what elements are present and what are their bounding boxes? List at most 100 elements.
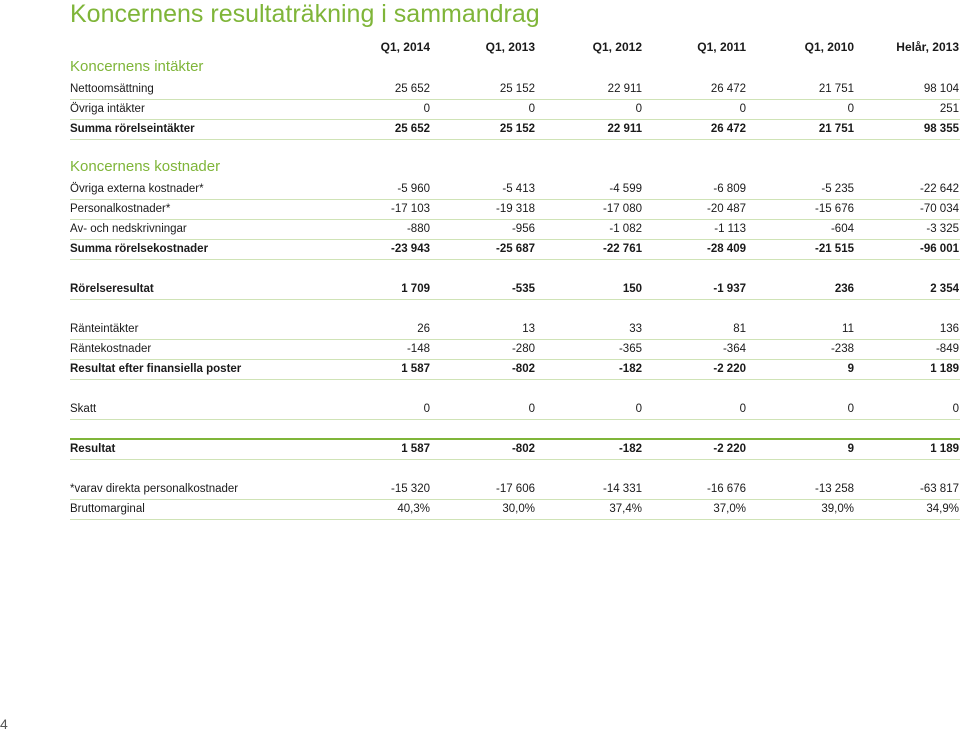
row-label: Summa rörelseintäkter <box>70 123 195 135</box>
table-cell: -880 <box>406 223 430 235</box>
table-cell: -22 761 <box>602 243 642 255</box>
table-cell: 1 709 <box>401 283 430 295</box>
table-cell: 0 <box>528 103 535 115</box>
table-cell: -13 258 <box>814 483 854 495</box>
table-cell: 251 <box>939 103 959 115</box>
column-header-cell: Q1, 2011 <box>697 40 746 54</box>
table-cell: -280 <box>511 343 535 355</box>
row-label: Rörelseresultat <box>70 283 154 295</box>
table-cell: 26 472 <box>710 83 746 95</box>
table-cell: 37,0% <box>713 503 746 515</box>
table-cell: 98 104 <box>923 83 959 95</box>
table-cell: -2 220 <box>713 363 746 375</box>
table-cell: 34,9% <box>926 503 959 515</box>
section-title-costs: Koncernens kostnader <box>70 158 221 175</box>
row-label: Ränteintäkter <box>70 323 139 335</box>
table-cell: 1 587 <box>401 443 430 455</box>
table-cell: 39,0% <box>821 503 854 515</box>
column-header-cell: Q1, 2012 <box>592 40 642 54</box>
table-row: Övriga intäkter 0 0 0 0 0 251 <box>70 100 960 120</box>
table-row: Bruttomarginal 40,3% 30,0% 37,4% 37,0% 3… <box>70 500 960 520</box>
table-cell: -5 235 <box>821 183 854 195</box>
table-cell: 136 <box>939 323 959 335</box>
table-cell: 13 <box>522 323 535 335</box>
table-cell: -365 <box>618 343 642 355</box>
table-cell: 22 911 <box>607 83 642 95</box>
table-row: Personalkostnader* -17 103 -19 318 -17 0… <box>70 200 960 220</box>
table-cell: 26 <box>417 323 430 335</box>
row-label: Nettoomsättning <box>70 83 154 95</box>
table-cell: -802 <box>511 443 535 455</box>
table-cell: -849 <box>935 343 959 355</box>
table-cell: 22 911 <box>607 123 642 135</box>
row-label: *varav direkta personalkostnader <box>70 483 239 495</box>
table-cell: -96 001 <box>919 243 959 255</box>
table-cell: -182 <box>618 443 642 455</box>
table-cell: 1 189 <box>930 363 959 375</box>
table-cell: -22 642 <box>919 183 959 195</box>
table-cell: 25 652 <box>394 123 430 135</box>
table-cell: 21 751 <box>818 83 854 95</box>
row-label: Resultat <box>70 443 116 455</box>
table-cell: -15 320 <box>390 483 430 495</box>
table-cell: -5 413 <box>502 183 535 195</box>
table-cell: 9 <box>847 443 854 455</box>
table-cell: 81 <box>733 323 746 335</box>
table-cell: 98 355 <box>923 123 959 135</box>
table-cell: -16 676 <box>706 483 746 495</box>
table-cell: -182 <box>618 363 642 375</box>
table-row: *varav direkta personalkostnader -15 320… <box>70 480 960 500</box>
table-cell: 150 <box>622 283 642 295</box>
page-title: Koncernens resultaträkning i sammandrag <box>70 0 540 28</box>
row-label: Räntekostnader <box>70 343 152 355</box>
row-label: Personalkostnader* <box>70 203 171 215</box>
column-header: Q1, 2014 Q1, 2013 Q1, 2012 Q1, 2011 Q1, … <box>70 40 960 58</box>
table-cell: 0 <box>952 403 959 415</box>
row-label: Bruttomarginal <box>70 503 145 515</box>
row-label: Skatt <box>70 403 97 415</box>
table-cell: -604 <box>830 223 854 235</box>
table-cell: -238 <box>830 343 854 355</box>
row-label: Summa rörelsekostnader <box>70 243 209 255</box>
table-cell: 0 <box>739 103 746 115</box>
table-cell: -1 082 <box>609 223 642 235</box>
table-cell: -23 943 <box>390 243 430 255</box>
table-cell: -15 676 <box>814 203 854 215</box>
table-cell: -148 <box>406 343 430 355</box>
table-cell: 236 <box>834 283 854 295</box>
table-row-result: Resultat 1 587 -802 -182 -2 220 9 1 189 <box>70 438 960 460</box>
column-header-cell: Q1, 2010 <box>804 40 854 54</box>
table-cell: 0 <box>847 103 854 115</box>
table-cell: -28 409 <box>706 243 746 255</box>
table-row: Räntekostnader -148 -280 -365 -364 -238 … <box>70 340 960 360</box>
table-cell: -6 809 <box>713 183 746 195</box>
row-label: Av- och nedskrivningar <box>70 223 187 235</box>
table-cell: 21 751 <box>818 123 854 135</box>
table-cell: 0 <box>423 403 430 415</box>
table-cell: -2 220 <box>713 443 746 455</box>
table-cell: 25 652 <box>394 83 430 95</box>
table-row: Övriga externa kostnader* -5 960 -5 413 … <box>70 180 960 200</box>
table-cell: -19 318 <box>495 203 535 215</box>
table-cell: -1 113 <box>714 223 746 235</box>
table-cell: -3 325 <box>926 223 959 235</box>
row-label: Övriga externa kostnader* <box>70 183 204 195</box>
table-cell: 33 <box>629 323 642 335</box>
table-row: Av- och nedskrivningar -880 -956 -1 082 … <box>70 220 960 240</box>
table-cell: 2 354 <box>930 283 959 295</box>
table-cell: 30,0% <box>502 503 535 515</box>
table-cell: -4 599 <box>609 183 642 195</box>
table-cell: 37,4% <box>609 503 642 515</box>
table-row: Skatt 0 0 0 0 0 0 <box>70 400 960 420</box>
table-cell: -956 <box>511 223 535 235</box>
table-row-total: Resultat efter finansiella poster 1 587 … <box>70 360 960 380</box>
table-cell: 40,3% <box>397 503 430 515</box>
table-cell: -5 960 <box>397 183 430 195</box>
table-cell: 0 <box>847 403 854 415</box>
table-cell: 0 <box>528 403 535 415</box>
table-cell: -63 817 <box>919 483 959 495</box>
row-label: Resultat efter finansiella poster <box>70 363 242 375</box>
table-cell: -17 080 <box>602 203 642 215</box>
table-cell: -25 687 <box>495 243 535 255</box>
table-cell: -535 <box>511 283 535 295</box>
